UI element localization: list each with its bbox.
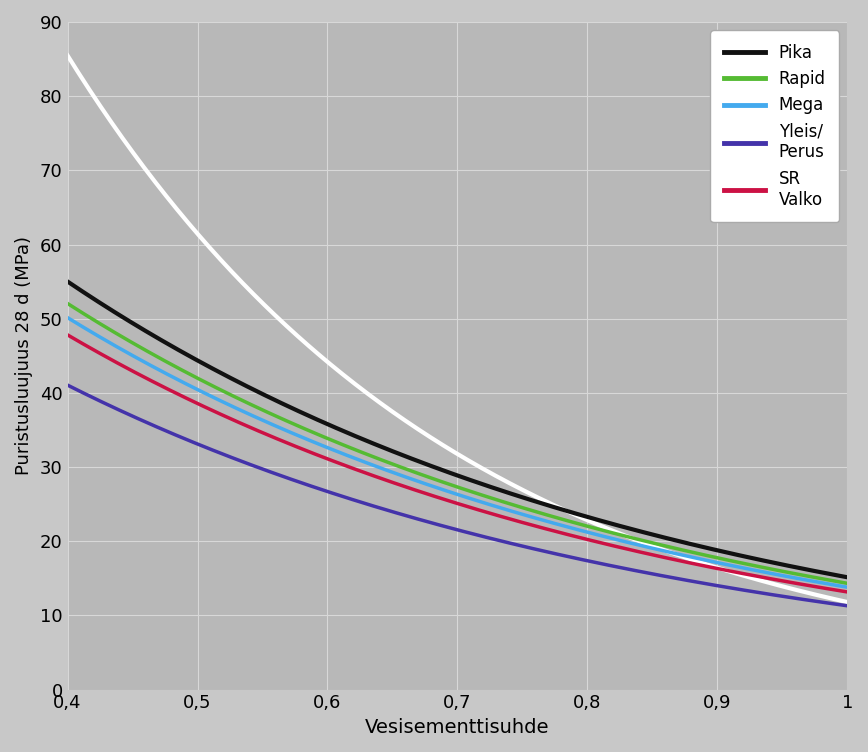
- Y-axis label: Puristusluujuus 28 d (MPa): Puristusluujuus 28 d (MPa): [15, 236, 33, 475]
- Legend: Pika, Rapid, Mega, Yleis/
Perus, SR
Valko: Pika, Rapid, Mega, Yleis/ Perus, SR Valk…: [710, 30, 839, 222]
- X-axis label: Vesisementtisuhde: Vesisementtisuhde: [365, 718, 549, 737]
